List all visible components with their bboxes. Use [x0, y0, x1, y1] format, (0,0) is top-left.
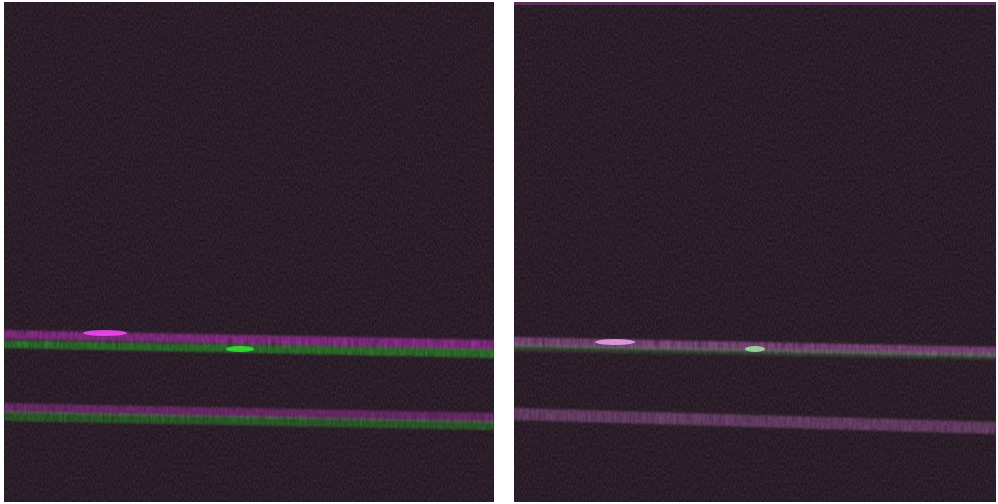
left-panel — [4, 2, 494, 502]
kymograph-pair — [0, 0, 998, 504]
right-panel — [514, 2, 996, 502]
page — [0, 0, 998, 504]
top-edge — [514, 2, 996, 5]
bright-spot — [595, 339, 635, 345]
bright-spot — [226, 346, 254, 352]
bright-spot — [83, 330, 127, 336]
bright-spot — [745, 346, 765, 352]
